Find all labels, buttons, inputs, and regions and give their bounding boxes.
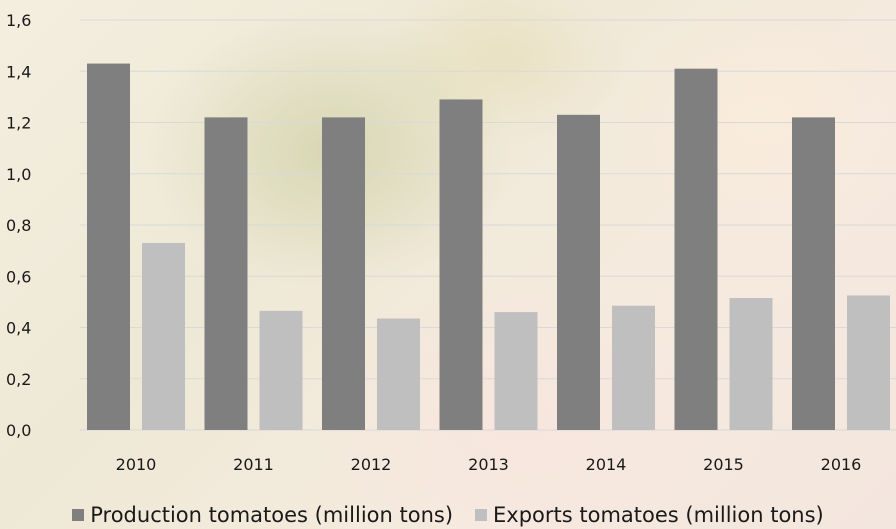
x-tick-label: 2016 xyxy=(821,455,862,474)
y-tick-label: 1,6 xyxy=(6,11,31,30)
legend: Production tomatoes (million tons) Expor… xyxy=(0,500,896,529)
legend-item-production: Production tomatoes (million tons) xyxy=(72,503,453,527)
y-tick-label: 0,2 xyxy=(6,370,31,389)
bar-exports-2015 xyxy=(729,298,773,430)
y-tick-label: 0,6 xyxy=(6,267,31,286)
bar-exports-2012 xyxy=(377,318,420,430)
bar-exports-2011 xyxy=(259,310,303,430)
y-tick-label: 1,2 xyxy=(6,114,31,133)
x-tick-label: 2014 xyxy=(586,455,627,474)
bar-production-2016 xyxy=(792,117,835,430)
bar-production-2014 xyxy=(557,114,600,430)
y-tick-label: 1,4 xyxy=(6,62,31,81)
bar-production-2012 xyxy=(322,117,365,430)
bar-exports-2014 xyxy=(612,305,655,430)
y-tick-label: 1,0 xyxy=(6,165,31,184)
legend-label-production: Production tomatoes (million tons) xyxy=(90,502,454,527)
legend-swatch-exports xyxy=(475,508,488,521)
x-tick-label: 2011 xyxy=(233,455,274,474)
legend-label-exports: Exports tomatoes (million tons) xyxy=(493,502,824,527)
bars xyxy=(87,63,890,430)
legend-swatch-production xyxy=(72,508,85,521)
y-tick-label: 0,8 xyxy=(6,216,31,235)
x-axis-tick-labels: 2010 2011 2012 2013 2014 2015 2016 xyxy=(116,455,862,474)
bar-production-2011 xyxy=(204,117,248,430)
bar-exports-2010 xyxy=(142,242,185,430)
x-tick-label: 2010 xyxy=(116,455,157,474)
bar-exports-2013 xyxy=(494,312,538,430)
bar-chart: 0,0 0,2 0,4 0,6 0,8 1,0 1,2 1,4 1,6 2010 2011 2012… xyxy=(6,11,896,474)
bar-production-2013 xyxy=(439,99,483,430)
y-tick-label: 0,0 xyxy=(6,421,31,440)
y-axis-tick-labels: 0,0 0,2 0,4 0,6 0,8 1,0 1,2 1,4 1,6 xyxy=(6,11,31,440)
legend-item-exports: Exports tomatoes (million tons) xyxy=(475,503,824,527)
x-tick-label: 2013 xyxy=(468,455,509,474)
bar-exports-2016 xyxy=(847,295,890,430)
bar-production-2010 xyxy=(87,63,130,430)
x-tick-label: 2015 xyxy=(703,455,744,474)
x-tick-label: 2012 xyxy=(351,455,392,474)
y-tick-label: 0,4 xyxy=(6,319,31,338)
gridlines xyxy=(80,19,896,431)
bar-production-2015 xyxy=(674,68,718,430)
